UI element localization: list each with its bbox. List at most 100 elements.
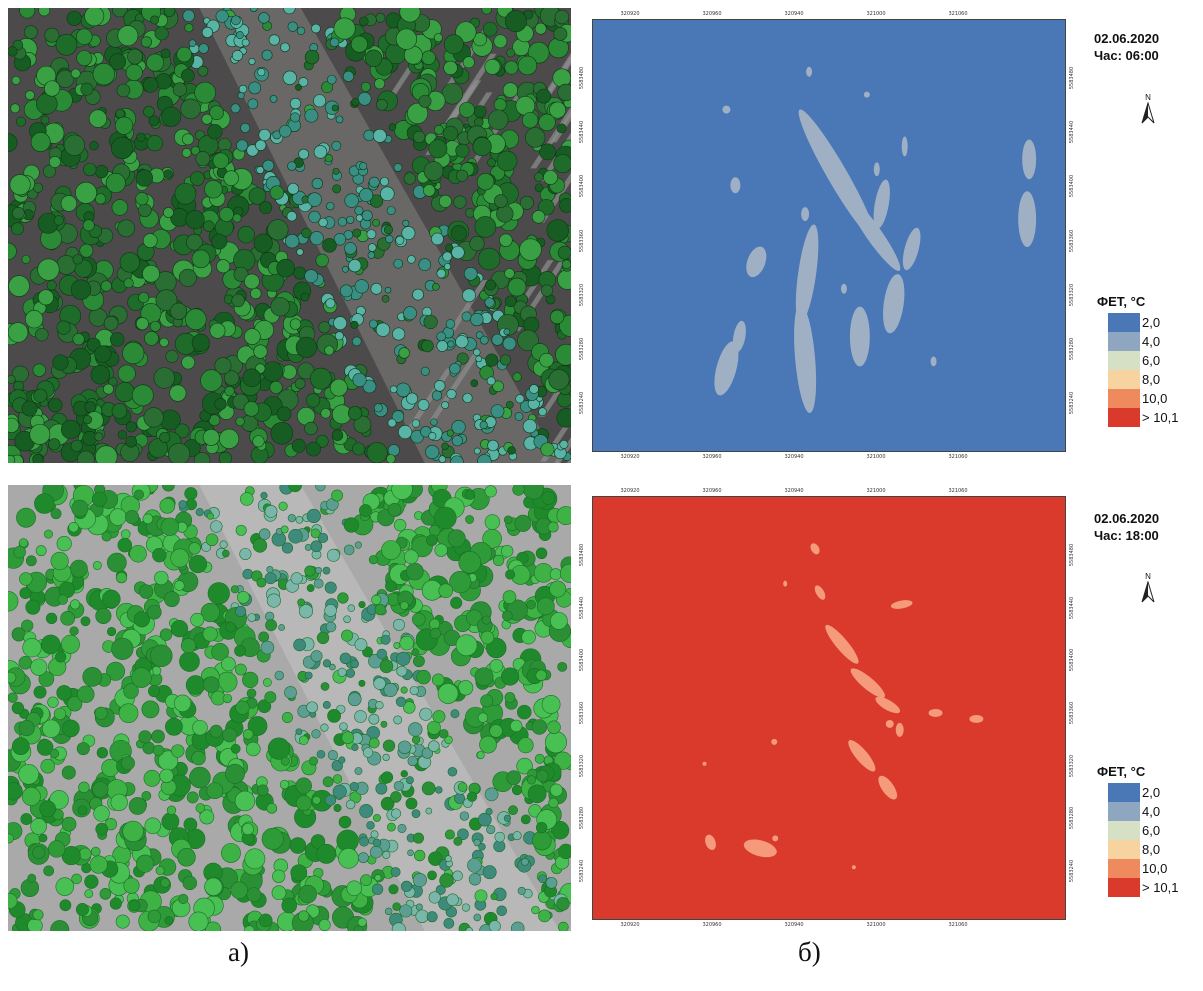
tree-crown <box>553 154 571 174</box>
tree-crown <box>446 429 454 437</box>
tree-crown <box>8 591 19 612</box>
tree-crown <box>375 322 391 337</box>
tree-crown <box>115 572 128 584</box>
tree-crown <box>433 33 443 43</box>
tree-crown <box>486 376 496 386</box>
y-tick-label: 5583360 <box>1069 701 1075 725</box>
tree-crown <box>385 234 394 244</box>
tree-crown <box>450 455 464 463</box>
tree-crown <box>143 769 161 787</box>
tree-crown <box>195 508 204 517</box>
tree-crown <box>386 822 396 832</box>
tree-crown <box>296 26 306 36</box>
tree-crown <box>105 173 126 193</box>
tree-crown <box>487 109 509 131</box>
tree-crown <box>205 921 222 931</box>
tree-crown <box>300 292 310 302</box>
legend-item: 10,0 <box>1108 859 1203 878</box>
tree-crown <box>432 710 446 724</box>
tree-crown <box>504 692 516 703</box>
tree-crown <box>289 97 302 110</box>
tree-crown <box>165 717 183 736</box>
tree-crown <box>429 618 441 630</box>
tree-crown <box>345 668 356 678</box>
tree-crown <box>55 877 75 896</box>
tree-crown <box>304 565 316 577</box>
temperature-map-top: 320920 320920 320960 320960 320940 320940 3210… <box>570 8 1082 463</box>
legend-label: 10,0 <box>1142 861 1168 876</box>
tree-crown <box>106 661 126 681</box>
tree-crown <box>480 694 494 708</box>
tree-crown <box>309 231 324 246</box>
tree-crown <box>109 897 122 910</box>
tree-crown <box>298 604 314 619</box>
tree-crown <box>411 735 421 745</box>
tree-crown <box>397 823 407 833</box>
tree-crown <box>529 384 539 394</box>
tree-crown <box>264 691 277 704</box>
tree-crown <box>457 680 474 696</box>
tree-crown <box>219 540 228 549</box>
tree-crown <box>455 143 470 158</box>
temperature-patch <box>714 341 739 396</box>
tree-crown <box>521 629 536 645</box>
tree-crown <box>83 162 97 177</box>
x-tick-label: 321060 <box>948 922 968 928</box>
tree-crown <box>332 184 342 194</box>
tree-crown <box>446 389 457 400</box>
tree-crown <box>351 98 360 107</box>
tree-crown <box>246 887 262 903</box>
tree-crown <box>502 610 513 622</box>
tree-crown <box>359 162 368 171</box>
tree-crown <box>385 580 397 593</box>
tree-crown <box>496 205 514 223</box>
tree-crown <box>30 818 47 835</box>
tree-crown <box>504 268 515 279</box>
tree-crown <box>406 392 419 405</box>
tree-crown <box>431 673 445 687</box>
tree-crown <box>219 206 234 222</box>
tree-crown <box>232 49 244 62</box>
tree-crown <box>415 909 429 923</box>
legend-label: 10,0 <box>1142 391 1168 406</box>
tree-crown <box>452 870 463 882</box>
tree-crown <box>143 105 155 118</box>
tree-crown <box>94 432 104 442</box>
tree-crown <box>44 80 61 97</box>
tree-crown <box>8 46 18 57</box>
tree-crown <box>426 911 438 923</box>
north-label: N <box>1145 572 1151 581</box>
tree-crown <box>380 634 391 645</box>
tree-crown <box>327 750 339 761</box>
tree-crown <box>56 69 75 88</box>
tree-crown <box>8 322 29 343</box>
tree-crown <box>25 599 41 615</box>
tree-crown <box>159 431 171 444</box>
tree-crown <box>262 159 275 172</box>
legend-bottom: ФЕТ, °C 2,0 4,0 6,0 8,0 10,0 > 10,1 <box>1097 764 1203 897</box>
tree-crown <box>179 651 200 672</box>
shadow-streak <box>544 52 571 94</box>
tree-crown <box>435 786 443 794</box>
tree-crown <box>42 719 61 738</box>
tree-crown <box>359 836 369 847</box>
tree-crown <box>517 737 534 754</box>
tree-crown <box>82 431 98 446</box>
tree-crown <box>316 843 337 864</box>
tree-crown <box>255 139 267 151</box>
tree-crown <box>146 135 163 152</box>
temperature-patch <box>746 246 767 278</box>
tree-crown <box>504 295 517 308</box>
tree-crown <box>391 410 405 423</box>
tree-crown <box>76 742 90 756</box>
legend-item: 4,0 <box>1108 802 1203 821</box>
tree-crown <box>464 489 476 500</box>
tree-crown <box>160 878 170 888</box>
tree-crown <box>421 781 436 796</box>
tree-crown <box>163 8 176 17</box>
tree-crown <box>72 254 83 265</box>
tree-crown <box>449 571 472 594</box>
tree-crown <box>154 26 169 41</box>
tree-crown <box>516 757 533 775</box>
tree-crown <box>527 784 547 804</box>
